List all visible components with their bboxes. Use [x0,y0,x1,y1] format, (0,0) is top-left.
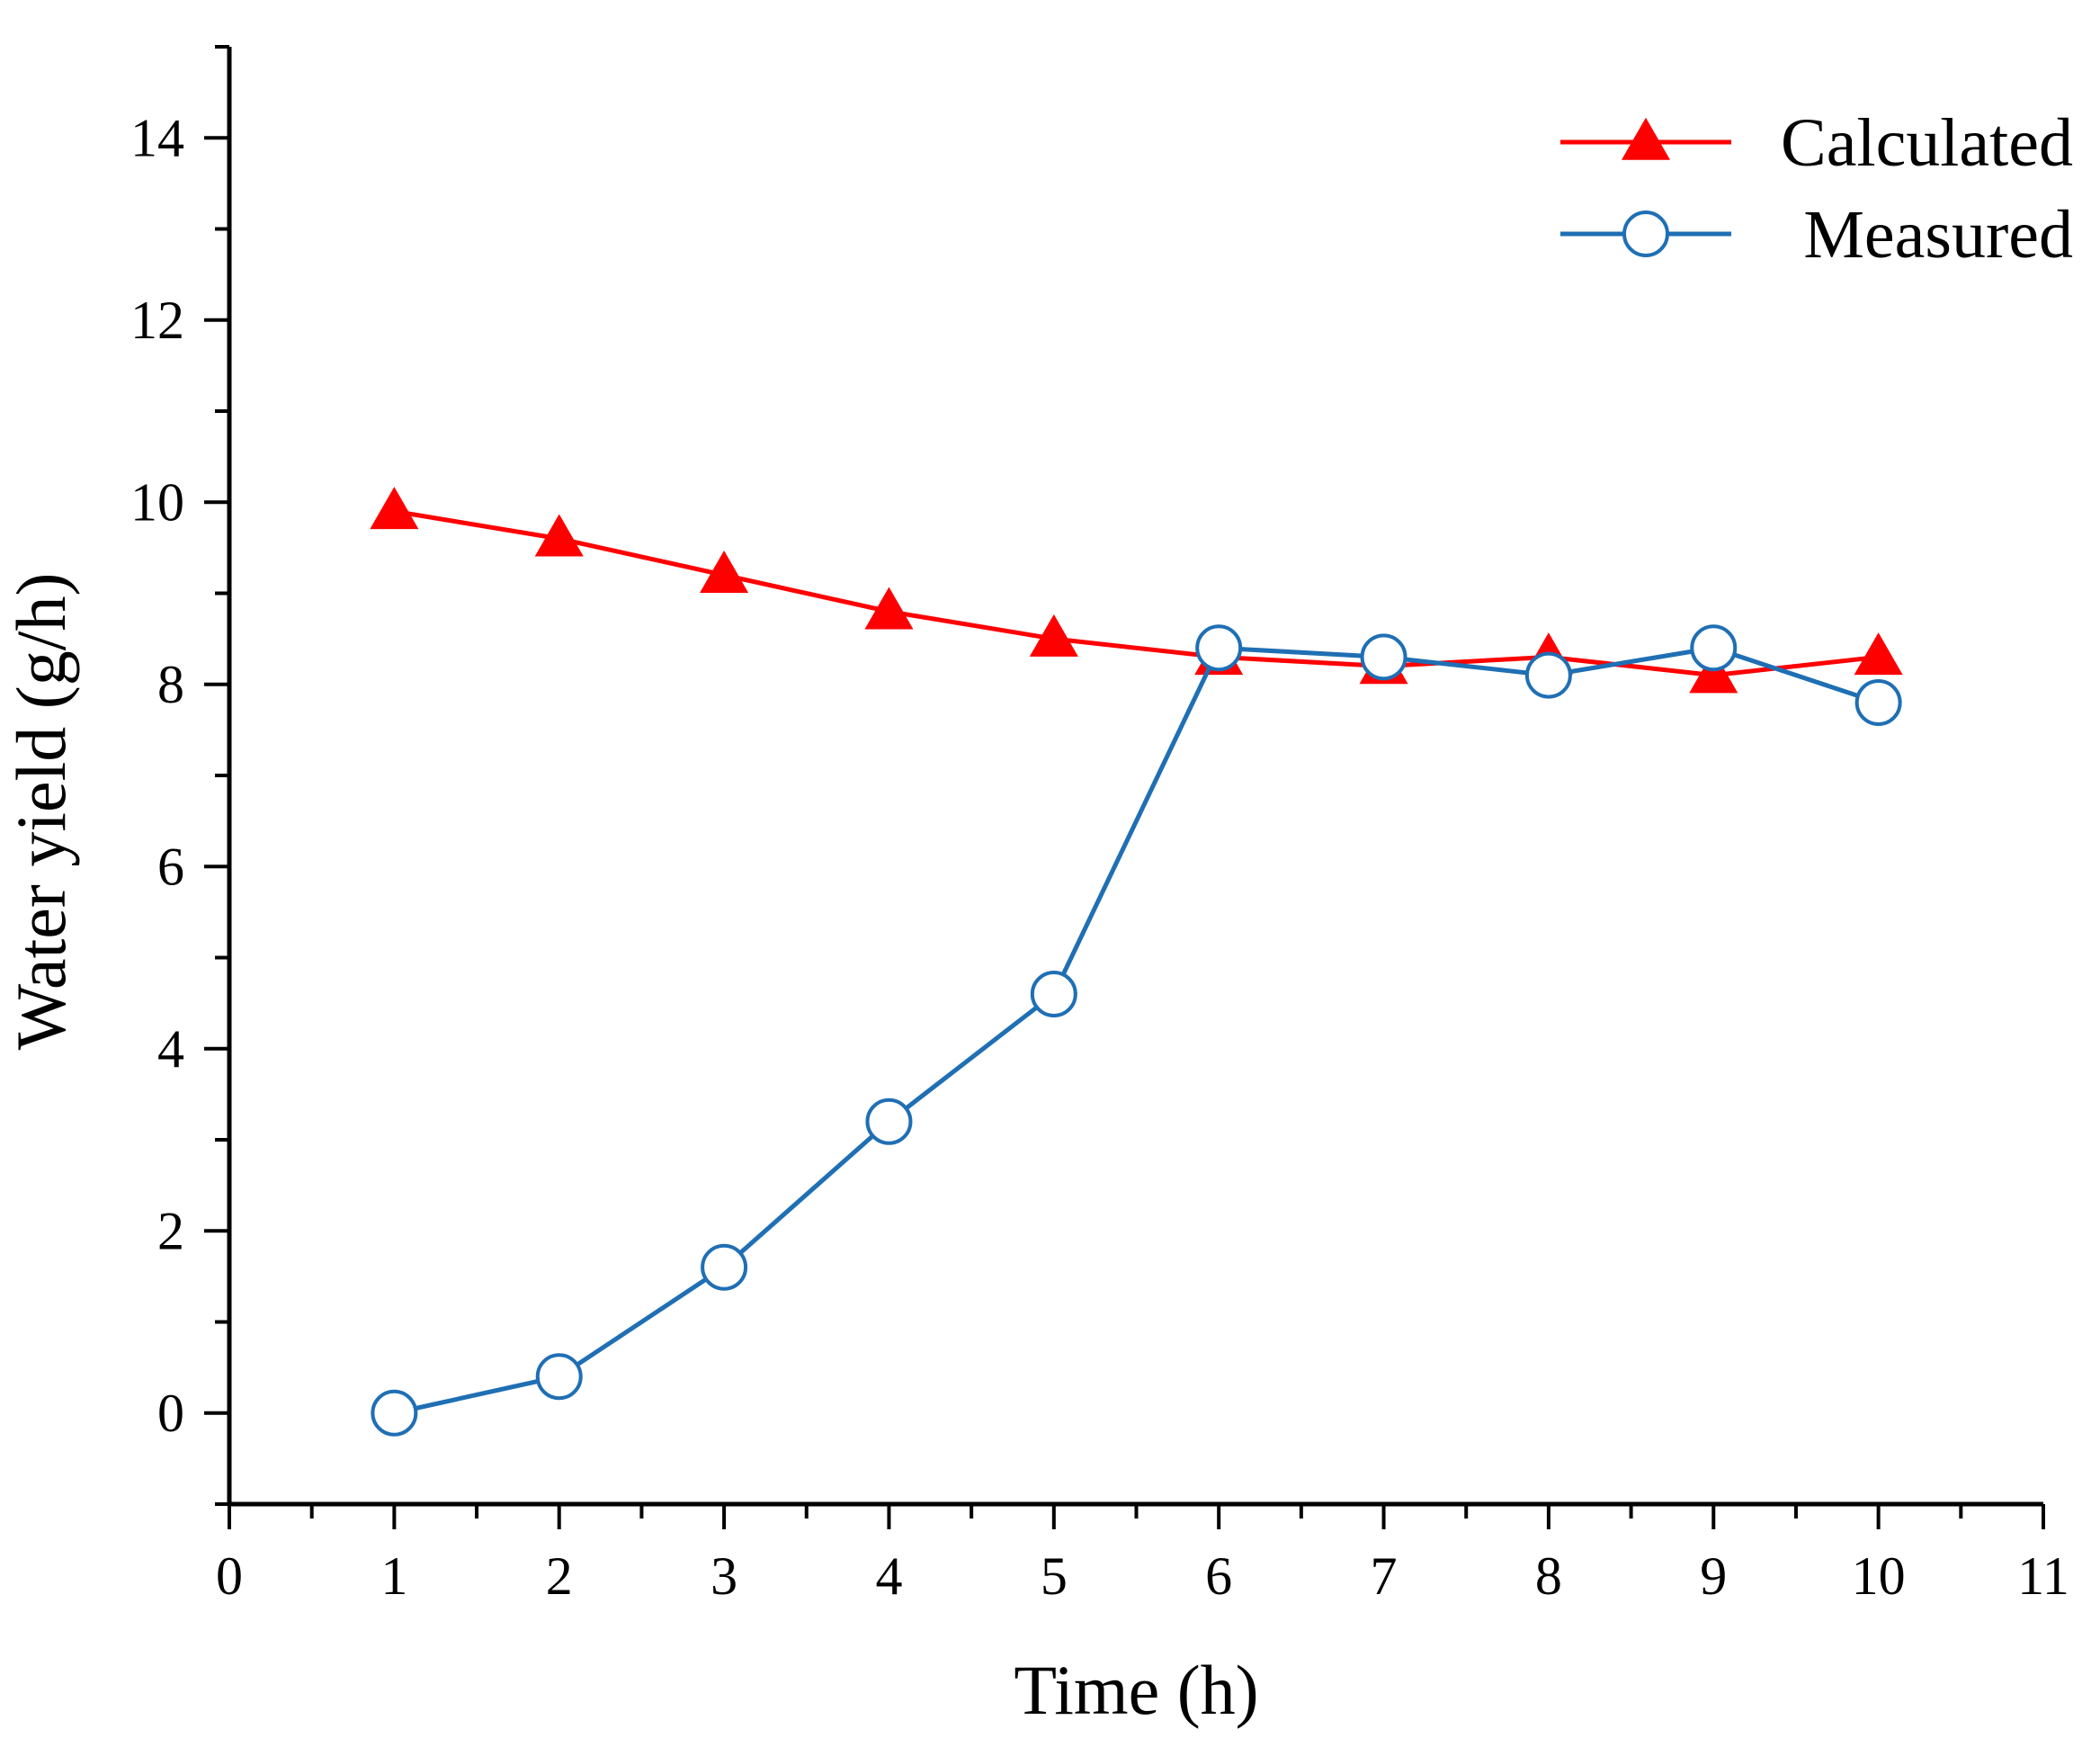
y-tick-label: 6 [157,837,184,896]
data-point-measured [1360,633,1407,681]
legend-marker-calculated [1621,117,1671,160]
data-point-measured [1524,651,1572,699]
data-point-measured [1030,971,1077,1017]
series-calculated [370,487,1903,694]
data-point-calculated [700,550,749,593]
x-ticks: 0 1 2 3 4 5 6 7 8 9 10 11 [216,1504,2069,1606]
data-point-measured [371,1389,418,1437]
x-tick-label: 0 [216,1546,243,1606]
series-line-measured [393,645,1880,1416]
data-point-calculated [534,514,584,557]
data-point-calculated [370,487,419,530]
data-point-measured [1690,624,1738,672]
data-point-measured [535,1353,583,1401]
y-tick-label: 0 [157,1384,184,1443]
data-point-measured [701,1243,748,1291]
x-tick-label: 5 [1041,1546,1068,1606]
x-axis-title: Time (h) [1014,1651,1258,1729]
x-tick-label: 9 [1700,1546,1727,1606]
legend-label: Measured [1803,197,2073,273]
series-measured [371,624,1902,1437]
legend: Calculated Measured [1560,105,2073,273]
data-point-calculated [864,587,914,630]
x-tick-label: 10 [1852,1546,1906,1606]
legend-item-measured: Measured [1560,197,2073,273]
x-tick-label: 6 [1205,1546,1232,1606]
y-tick-label: 2 [157,1201,184,1260]
legend-marker-measured [1622,211,1669,257]
y-tick-label: 4 [157,1019,184,1079]
x-tick-label: 4 [875,1546,902,1606]
x-tick-label: 7 [1371,1546,1398,1606]
x-tick-label: 3 [710,1546,737,1606]
series-line-calculated [393,508,1879,678]
data-point-measured [1195,624,1243,672]
data-point-calculated [1689,650,1738,694]
legend-item-calculated: Calculated [1560,105,2073,181]
series [370,487,1903,1437]
x-tick-label: 2 [546,1546,573,1606]
data-point-measured [1854,679,1902,726]
data-point-measured [865,1097,913,1145]
legend-label: Calculated [1781,105,2073,181]
x-tick-label: 11 [2017,1546,2069,1606]
y-tick-label: 14 [130,108,184,167]
data-point-calculated [1854,632,1903,676]
y-ticks: 0 2 4 6 8 10 12 14 [130,45,229,1506]
x-tick-label: 1 [380,1546,407,1606]
x-tick-label: 8 [1535,1546,1562,1606]
y-tick-label: 8 [157,655,184,714]
y-axis-title: Water yield (g/h) [2,573,80,1051]
y-tick-label: 10 [130,472,184,532]
data-point-calculated [1029,614,1078,657]
y-tick-label: 12 [130,291,184,350]
